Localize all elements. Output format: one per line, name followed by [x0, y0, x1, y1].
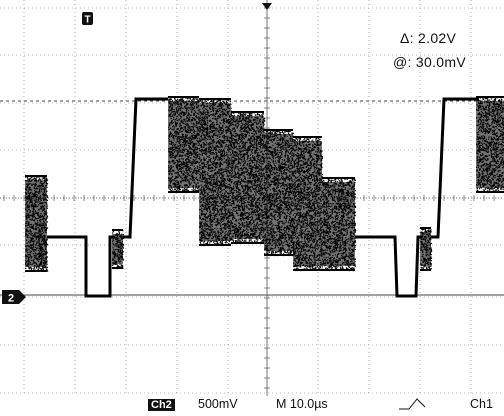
channel-badge[interactable]: Ch2: [148, 396, 175, 412]
waveform-line: [47, 235, 114, 298]
waveform-burst-noise: [168, 97, 201, 194]
waveform-line: [355, 235, 422, 298]
cursor-lines: [0, 100, 504, 296]
waveform-burst-noise: [25, 176, 49, 272]
trigger-slope-icon: [395, 396, 435, 412]
waveform-burst-noise: [231, 112, 266, 245]
cursor-delta-readout: Δ: 2.02V: [400, 30, 456, 46]
trigger-marker-icon[interactable]: T: [82, 12, 93, 26]
waveform-burst-noise: [476, 97, 504, 194]
waveform-burst-noise: [322, 178, 357, 272]
waveform-burst: [112, 234, 123, 264]
waveform-burst-noise: [199, 99, 233, 247]
delta-value: 2.02V: [418, 30, 457, 46]
cursor-at-readout: @: 30.0mV: [393, 54, 466, 70]
at-label: @:: [393, 54, 412, 70]
trigger-position-marker[interactable]: [262, 3, 272, 10]
trigger-marker-label: T: [84, 15, 90, 26]
at-value: 30.0mV: [415, 54, 466, 70]
trigger-source: Ch1: [470, 397, 493, 411]
channel-2-reference-label: 2: [8, 293, 14, 305]
volts-per-div: 500mV: [198, 397, 238, 411]
waveform-trace: [25, 96, 504, 298]
waveform-burst-noise: [420, 228, 433, 271]
delta-label: Δ:: [400, 30, 414, 46]
channel-2-reference-marker[interactable]: 2: [2, 290, 26, 305]
timebase: M 10.0µs: [276, 397, 328, 411]
waveform-burst-noise: [264, 130, 295, 257]
waveform-burst-noise: [112, 230, 125, 270]
waveform-line: [123, 97, 168, 239]
waveform-line: [431, 97, 478, 239]
waveform-burst-noise: [293, 137, 324, 272]
